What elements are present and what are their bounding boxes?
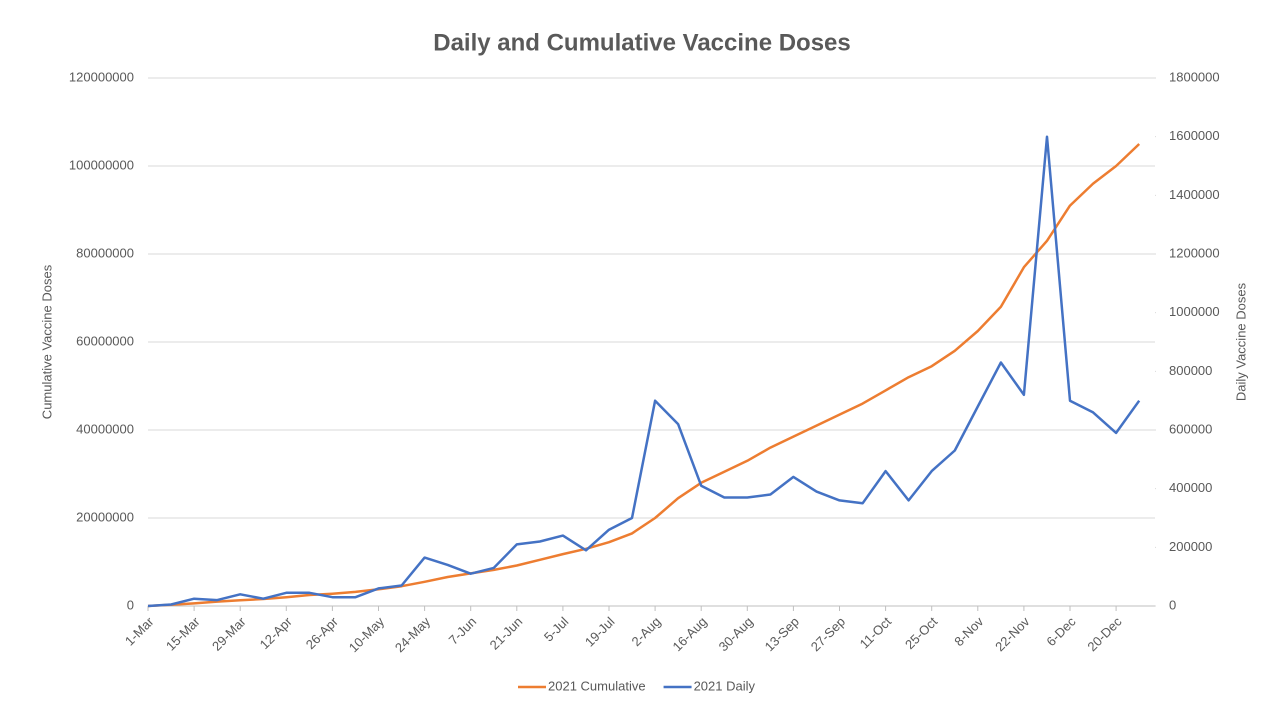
x-tick-label: 27-Sep xyxy=(808,614,848,654)
y-tick-label: 100000000 xyxy=(69,157,134,172)
x-tick-label: 8-Nov xyxy=(951,614,986,649)
x-tick-label: 16-Aug xyxy=(670,614,710,654)
series-line xyxy=(147,135,1141,608)
x-tick-label: 22-Nov xyxy=(992,614,1033,655)
x-tick-label: 2-Aug xyxy=(629,614,664,649)
y2-tick-label: 1600000 xyxy=(1169,128,1220,143)
y-tick-label: 80000000 xyxy=(76,245,134,260)
x-tick-label: 6-Dec xyxy=(1043,614,1078,649)
y-tick-label: 120000000 xyxy=(69,69,134,84)
y-tick-label: 40000000 xyxy=(76,421,134,436)
x-tick-label: 1-Mar xyxy=(122,613,157,648)
y2-tick-label: 400000 xyxy=(1169,480,1212,495)
y-tick-label: 0 xyxy=(127,597,134,612)
y2-tick-label: 800000 xyxy=(1169,363,1212,378)
x-tick-label: 20-Dec xyxy=(1084,614,1125,655)
x-tick-label: 29-Mar xyxy=(209,613,249,653)
x-tick-label: 10-May xyxy=(346,614,388,656)
x-tick-label: 13-Sep xyxy=(762,614,802,654)
y2-axis-title: Daily Vaccine Doses xyxy=(1233,282,1248,401)
x-tick-label: 12-Apr xyxy=(257,613,296,652)
y2-tick-label: 1000000 xyxy=(1169,304,1220,319)
series-line xyxy=(147,143,1141,608)
y2-tick-label: 200000 xyxy=(1169,539,1212,554)
x-tick-label: 30-Aug xyxy=(716,614,756,654)
x-tick-label: 24-May xyxy=(392,614,434,656)
x-tick-label: 26-Apr xyxy=(303,613,342,652)
x-tick-label: 21-Jun xyxy=(487,614,526,653)
legend-label: 2021 Cumulative xyxy=(548,678,646,693)
y-tick-label: 20000000 xyxy=(76,509,134,524)
x-tick-label: 11-Oct xyxy=(857,614,895,652)
x-tick-label: 19-Jul xyxy=(582,614,618,650)
x-tick-label: 15-Mar xyxy=(163,613,203,653)
x-tick-label: 5-Jul xyxy=(541,614,572,645)
y-tick-label: 60000000 xyxy=(76,333,134,348)
x-tick-label: 25-Oct xyxy=(902,614,940,652)
legend-label: 2021 Daily xyxy=(694,678,756,693)
y2-tick-label: 1800000 xyxy=(1169,69,1220,84)
x-tick-label: 7-Jun xyxy=(446,614,480,648)
y-axis-title: Cumulative Vaccine Doses xyxy=(39,264,54,419)
y2-tick-label: 600000 xyxy=(1169,421,1212,436)
y2-tick-label: 0 xyxy=(1169,597,1176,612)
y2-tick-label: 1200000 xyxy=(1169,245,1220,260)
y2-tick-label: 1400000 xyxy=(1169,187,1220,202)
chart-title: Daily and Cumulative Vaccine Doses xyxy=(433,29,851,56)
